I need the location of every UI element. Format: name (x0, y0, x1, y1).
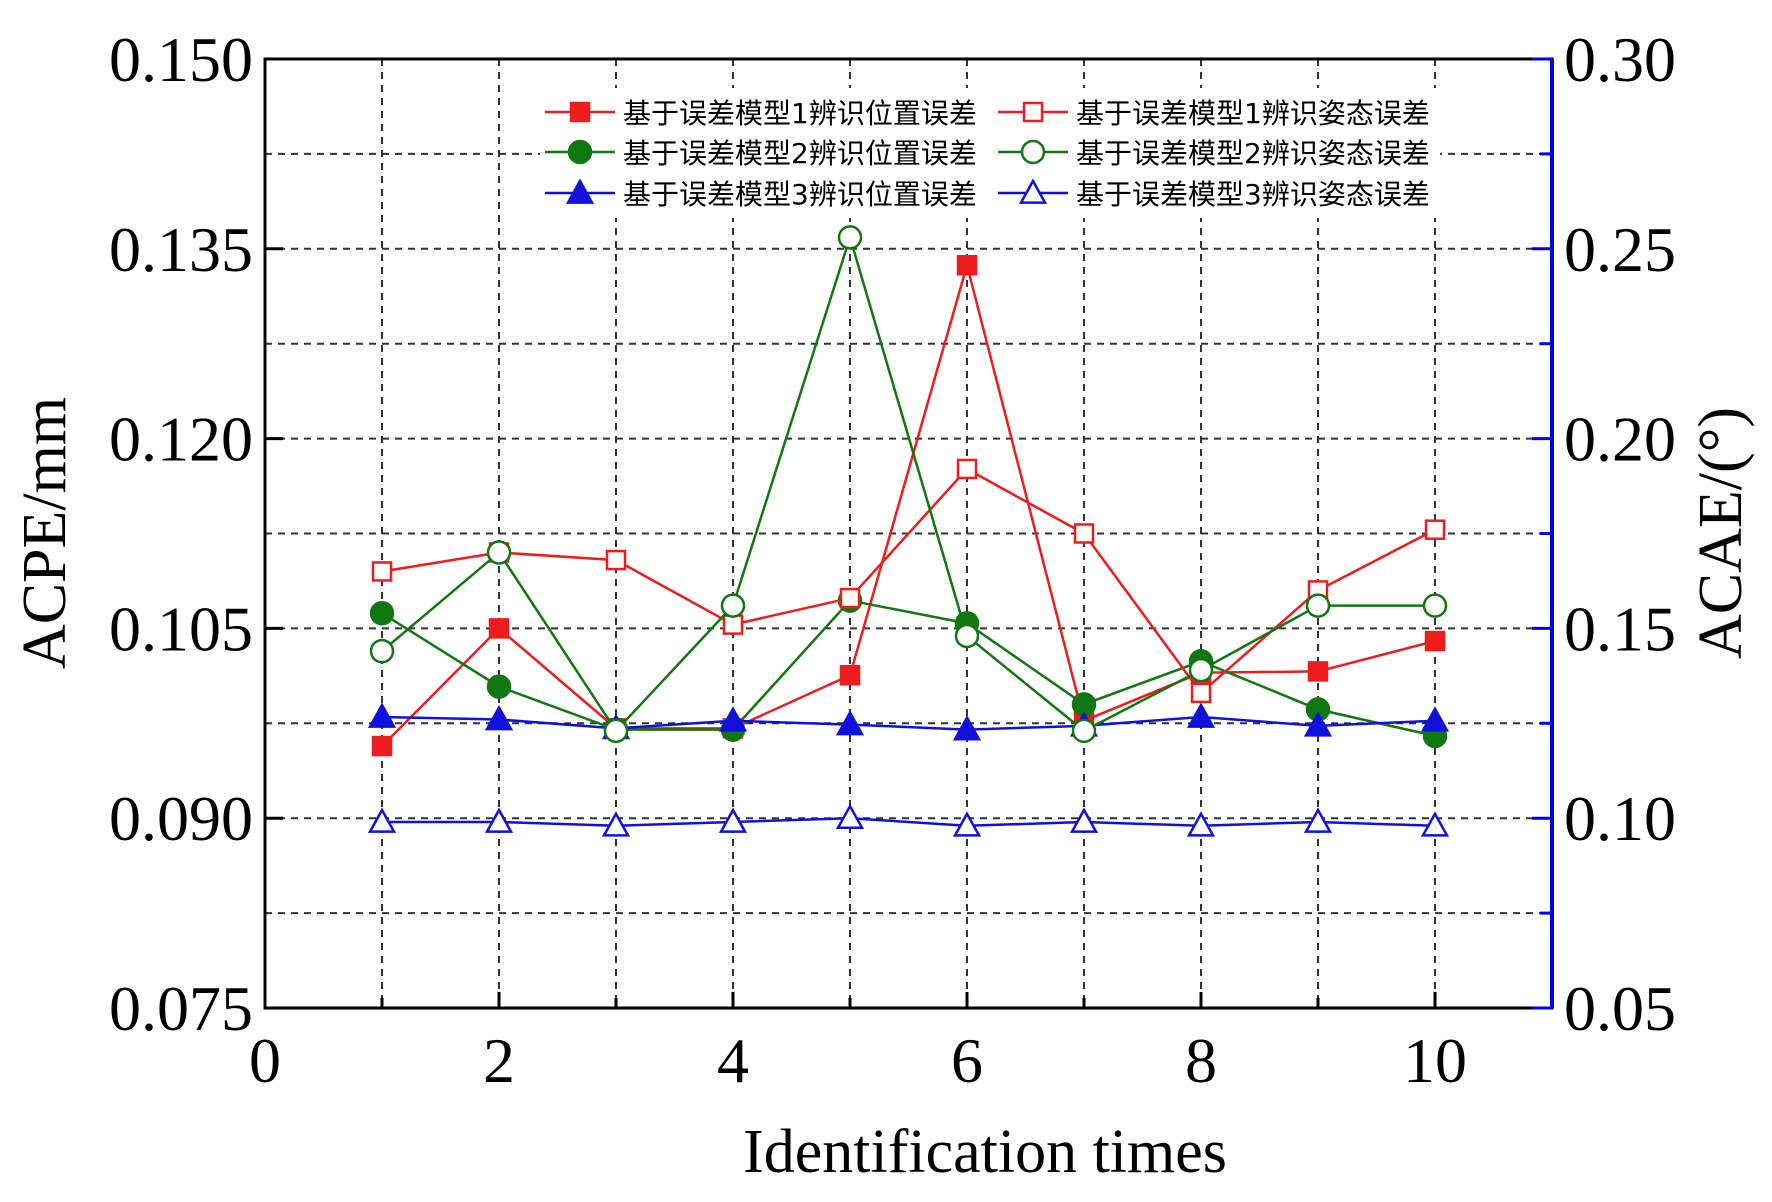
series-4 (371, 458, 1446, 704)
y-left-tick-label: 0.135 (109, 214, 253, 285)
y-left-tick-label: 0.105 (109, 593, 253, 664)
y-left-tick-label: 0.090 (109, 783, 253, 854)
data-point (720, 593, 746, 618)
legend-item: 基于误差模型2辨识位置误差 (545, 137, 977, 170)
y-axis-left-title: ACPE/mm (11, 397, 79, 669)
y-right-tick-label: 0.05 (1564, 973, 1676, 1044)
data-point (1422, 593, 1448, 618)
legend-item: 基于误差模型1辨识位置误差 (545, 97, 977, 130)
data-point (486, 540, 512, 565)
data-point (1303, 807, 1333, 833)
series-line (381, 260, 1436, 747)
series-6 (367, 803, 1450, 837)
data-point (1307, 661, 1329, 682)
data-point (718, 807, 748, 833)
data-point (369, 600, 395, 626)
data-point (952, 811, 982, 837)
data-point (488, 618, 510, 639)
legend-label: 基于误差模型3辨识位置误差 (623, 178, 977, 211)
legend-marker (1018, 178, 1048, 204)
legend-label: 基于误差模型1辨识位置误差 (623, 97, 977, 130)
data-point (1424, 630, 1446, 652)
data-point (835, 803, 865, 830)
legend-background (540, 88, 1440, 218)
y-axis-right-title: ACAE/(°) (1687, 407, 1755, 659)
y-right-tick-label: 0.20 (1564, 404, 1676, 475)
y-right-tick-label: 0.30 (1564, 24, 1676, 95)
legend-label: 基于误差模型3辨识姿态误差 (1076, 178, 1430, 211)
axis-ticks: 0.0750.0900.1050.1200.1350.1500.050.100.… (109, 24, 1676, 1096)
data-point (954, 623, 980, 649)
series-line (381, 715, 1436, 731)
data-point (1190, 682, 1212, 704)
data-point (1305, 593, 1331, 618)
data-point (605, 549, 627, 571)
series-5 (369, 225, 1448, 744)
legend-label: 基于误差模型2辨识位置误差 (623, 137, 977, 170)
y-left-tick-label: 0.150 (109, 24, 253, 95)
x-axis-title: Identification times (743, 1118, 1227, 1186)
x-tick-label: 2 (483, 1025, 515, 1096)
series-3 (367, 702, 1450, 741)
y-right-tick-label: 0.10 (1564, 783, 1676, 854)
legend-item: 基于误差模型1辨识姿态误差 (998, 97, 1430, 130)
data-point (371, 735, 393, 757)
data-point (1420, 706, 1450, 732)
data-point (486, 674, 512, 699)
data-point (601, 811, 631, 837)
x-tick-label: 0 (249, 1025, 281, 1096)
legend-label: 基于误差模型1辨识姿态误差 (1076, 97, 1430, 130)
legend-marker (1022, 101, 1044, 123)
data-point (839, 664, 861, 686)
data-point (1069, 807, 1099, 833)
data-point (1186, 811, 1216, 837)
data-point (367, 702, 397, 728)
y-left-tick-label: 0.075 (109, 973, 253, 1044)
data-point (956, 254, 978, 276)
legend-marker (567, 139, 593, 165)
y-right-tick-label: 0.25 (1564, 214, 1676, 285)
data-point (1186, 702, 1216, 728)
series-line (381, 599, 1436, 738)
data-point (952, 715, 982, 741)
legend-item: 基于误差模型2辨识姿态误差 (998, 137, 1430, 170)
data-point (369, 638, 395, 664)
legend-marker (569, 101, 591, 123)
legend-marker (565, 178, 595, 204)
y-right-tick-label: 0.15 (1564, 593, 1676, 664)
legend-item: 基于误差模型3辨识姿态误差 (998, 178, 1430, 211)
legend-marker (1020, 139, 1046, 165)
data-point (603, 718, 629, 744)
legend-item: 基于误差模型3辨识位置误差 (545, 178, 977, 211)
x-tick-label: 4 (717, 1025, 749, 1096)
data-point (1188, 657, 1214, 683)
x-tick-label: 10 (1403, 1025, 1467, 1096)
series-1 (371, 254, 1446, 757)
data-point (722, 614, 744, 635)
data-point (1303, 711, 1333, 737)
data-point (1420, 811, 1450, 837)
data-point (839, 587, 861, 609)
legend-label: 基于误差模型2辨识姿态误差 (1076, 137, 1430, 170)
y-left-tick-label: 0.120 (109, 404, 253, 475)
x-tick-label: 8 (1185, 1025, 1217, 1096)
series-line (382, 816, 1436, 828)
data-point (1073, 523, 1095, 544)
data-point (367, 807, 397, 833)
data-point (1424, 519, 1446, 540)
data-point (484, 807, 514, 833)
data-point (956, 458, 978, 480)
data-point (1071, 718, 1097, 744)
data-point (837, 225, 863, 250)
plot-series (367, 225, 1450, 837)
data-point (484, 704, 514, 731)
data-point (371, 561, 393, 582)
series-line (381, 467, 1436, 695)
data-point (718, 706, 748, 732)
data-point (835, 709, 865, 736)
x-tick-label: 6 (951, 1025, 983, 1096)
series-line (381, 233, 1435, 733)
